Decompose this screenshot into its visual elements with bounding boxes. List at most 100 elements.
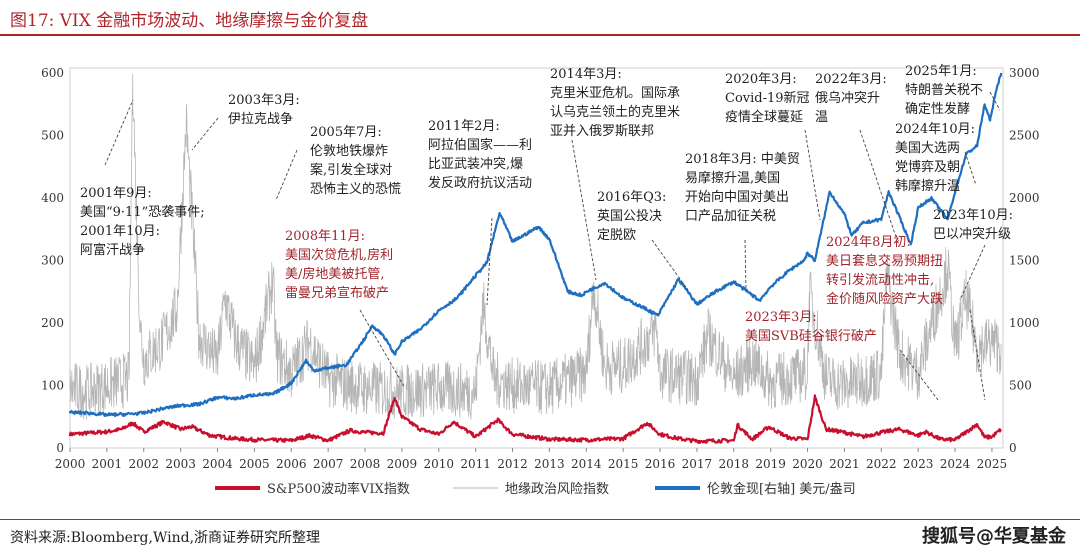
- x-tick-label: 2016: [645, 457, 676, 471]
- y-left-tick-label: 400: [41, 191, 64, 205]
- title-divider: [0, 34, 1080, 36]
- source-note: 资料来源:Bloomberg,Wind,浙商证券研究所整理: [10, 530, 321, 546]
- annotation-line: 2014年3月:: [550, 67, 622, 82]
- x-tick-label: 2011: [460, 457, 491, 471]
- annotation-text: 2023年3月: 美国SVB硅谷银行破产: [745, 310, 877, 344]
- x-tick-label: 2008: [350, 457, 381, 471]
- x-tick-label: 2021: [829, 457, 860, 471]
- annotation-line: 特朗普关税不: [905, 83, 983, 98]
- annotation-line: 美国SVB硅谷银行破产: [745, 329, 877, 344]
- annotation-text: 2001年9月: 美国“9·11”恐袭事件; 2001年10月: 阿富汗战争: [80, 186, 205, 258]
- y-right-tick-label: 2500: [1009, 129, 1040, 143]
- gold-legend-label: 伦敦金现[右轴] 美元/盎司: [707, 481, 856, 497]
- annotation-leader: [989, 91, 1001, 111]
- annotation-line: 疫情全球蔓延: [725, 109, 803, 125]
- x-tick-label: 2024: [940, 457, 971, 471]
- x-tick-label: 2012: [497, 457, 528, 471]
- annotation-line: 2025年1月:: [905, 64, 977, 79]
- chart-title: 图17: VIX 金融市场波动、地缘摩擦与金价复盘: [10, 11, 369, 31]
- x-tick-label: 2020: [792, 457, 823, 471]
- annotation-line: 2001年10月:: [80, 224, 160, 239]
- annotation-text: 2024年8月初: 美日套息交易预期扭转引发流动性冲击, 金价随风险资产大跌: [826, 235, 943, 307]
- annotation-text: 2020年3月: Covid-19新冠疫情全球蔓延: [725, 72, 810, 125]
- gold-series-group: [68, 72, 1003, 418]
- x-tick-label: 2022: [866, 457, 897, 471]
- annotation-line: 阿富汗战争: [80, 242, 145, 258]
- annotation-line: 口产品加征关税: [685, 209, 776, 224]
- annotation-leader: [744, 239, 747, 291]
- annotation-line: 英国公投决: [597, 208, 662, 224]
- x-tick-label: 2005: [239, 457, 270, 471]
- annotation-leader: [899, 349, 939, 401]
- vix-legend-label: S&P500波动率VIX指数: [267, 481, 410, 497]
- annotation-text: 2023年10月: 巴以冲突升级: [933, 208, 1013, 242]
- annotation-line: 美/房地美被托管,: [285, 266, 385, 282]
- annotation-leader: [859, 129, 898, 241]
- gold-series-line: [68, 72, 1003, 418]
- annotation-line: 金价随风险资产大跌: [826, 291, 943, 307]
- y-right-tick-label: 1500: [1009, 254, 1040, 268]
- geo-legend-label: 地缘政治风险指数: [505, 482, 609, 497]
- annotation-leader: [275, 149, 298, 201]
- annotation-leader: [359, 309, 406, 389]
- annotation-line: 认乌克兰领土的克里米: [550, 104, 680, 120]
- annotation-line: 2023年3月:: [745, 310, 817, 325]
- annotation-leader: [804, 129, 821, 221]
- annotation-line: 温: [815, 110, 828, 125]
- annotation-line: 俄乌冲突升: [815, 90, 880, 106]
- geo-series-group: [69, 73, 1002, 420]
- annotation-line: 伊拉克战争: [228, 112, 293, 127]
- y-left-tick-label: 200: [41, 316, 64, 330]
- annotation-line: 案,引发全球对: [310, 162, 392, 178]
- annotation-line: 2011年2月:: [428, 119, 500, 134]
- x-tick-label: 2014: [571, 457, 602, 471]
- annotation-text: 2008年11月: 美国次贷危机,房利美/房地美被托管, 雷曼兄弟宣布破产: [285, 229, 393, 301]
- x-tick-label: 2000: [55, 457, 86, 471]
- annotation-line: 阿拉伯国家——利: [428, 137, 532, 153]
- source-divider: [0, 519, 1080, 520]
- y-left-tick-label: 600: [41, 66, 64, 80]
- annotation-leader: [651, 239, 689, 291]
- annotation-text: 2018年3月: 中美贸易摩擦升温,美国开始向中国对美出口产品加征关税: [685, 152, 800, 224]
- annotation-line: 确定性发酵: [905, 101, 970, 117]
- x-tick-label: 2019: [755, 457, 786, 471]
- annotation-line: 克里米亚危机。国际承: [550, 86, 680, 101]
- x-tick-label: 2009: [387, 457, 418, 471]
- x-tick-label: 2002: [128, 457, 159, 471]
- y-right-tick-label: 2000: [1009, 191, 1040, 205]
- plot-frame: [69, 67, 1004, 449]
- x-tick-label: 2013: [534, 457, 565, 471]
- annotation-line: 2024年8月初:: [826, 235, 911, 250]
- y-right-tick-label: 1000: [1009, 316, 1040, 330]
- x-tick-label: 2001: [92, 457, 123, 471]
- annotation-leaders: [104, 91, 1001, 401]
- annotation-line: 2001年9月:: [80, 186, 152, 201]
- annotation-line: Covid-19新冠: [725, 90, 810, 106]
- annotation-line: 2018年3月: 中美贸: [685, 152, 800, 167]
- annotation-line: 韩摩擦升温: [895, 178, 960, 194]
- annotation-text: 2024年10月: 美国大选两党博弈及朝韩摩擦升温: [895, 122, 975, 194]
- annotation-leader: [486, 217, 493, 306]
- y-left-tick-label: 100: [41, 379, 64, 393]
- x-tick-label: 2017: [682, 457, 713, 471]
- annotation-line: 比亚武装冲突,爆: [428, 156, 523, 172]
- annotation-line: 巴以冲突升级: [933, 226, 1011, 242]
- annotations-group: 2001年9月: 美国“9·11”恐袭事件; 2001年10月: 阿富汗战争 2003年…: [80, 64, 1013, 344]
- annotation-leader: [571, 139, 597, 281]
- y-right-tick-label: 0: [1009, 441, 1017, 455]
- annotation-line: 2003年3月:: [228, 93, 300, 108]
- x-tick-label: 2025: [977, 457, 1008, 471]
- legend: S&P500波动率VIX指数 地缘政治风险指数 伦敦金现[右轴] 美元/盎司: [215, 481, 856, 497]
- annotation-line: 2023年10月:: [933, 208, 1013, 223]
- annotation-line: 伦敦地铁爆炸: [310, 143, 388, 159]
- geo-series-line: [69, 73, 1002, 420]
- annotation-line: 2022年3月:: [815, 72, 887, 87]
- annotation-line: 美国次贷危机,房利: [285, 247, 393, 263]
- y-right-tick-label: 500: [1009, 379, 1032, 393]
- annotation-line: 美日套息交易预期扭: [826, 253, 943, 269]
- axes-group: 0 100 200 300 400 500 600 0 500 1000 1500 2000 2500 3…: [41, 66, 1039, 471]
- annotation-text: 2003年3月: 伊拉克战争: [228, 93, 300, 127]
- annotation-line: 雷曼兄弟宣布破产: [285, 285, 389, 301]
- x-tick-label: 2018: [719, 457, 750, 471]
- vix-series-line: [68, 394, 1002, 444]
